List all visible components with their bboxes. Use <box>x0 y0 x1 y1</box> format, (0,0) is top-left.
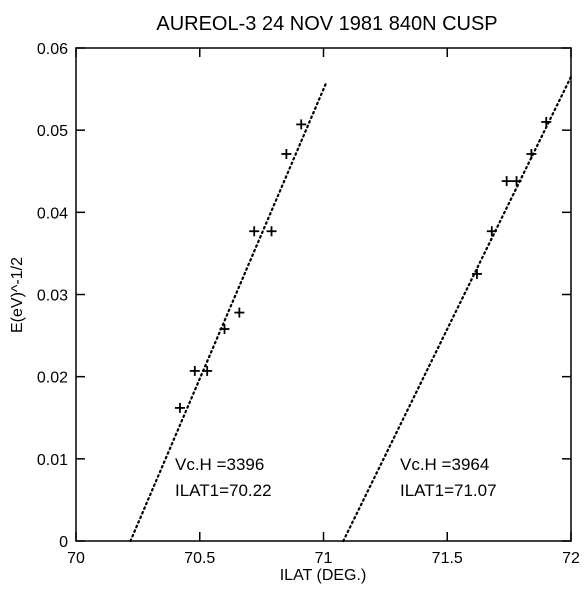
annotation-1-line-1: Vc.H =3396 <box>175 455 264 474</box>
data-point <box>511 176 522 187</box>
y-axis-ticks: 0 0.01 0.02 0.03 0.04 0.05 0.06 <box>37 41 571 551</box>
data-point <box>471 268 482 279</box>
x-tick-label: 72 <box>562 550 580 567</box>
y-axis-label: E(eV)^-1/2 <box>9 257 26 333</box>
data-points <box>174 116 552 413</box>
data-point <box>219 324 230 335</box>
x-axis-ticks: 70 70.5 71 71.5 72 <box>67 48 580 567</box>
chart-title: AUREOL-3 24 NOV 1981 840N CUSP <box>156 13 497 35</box>
x-tick-label: 71.5 <box>432 550 463 567</box>
data-point <box>296 119 307 130</box>
x-tick-label: 71 <box>315 550 333 567</box>
y-tick-label: 0.06 <box>37 41 68 58</box>
data-point <box>281 148 292 159</box>
annotation-1-line-2: ILAT1=70.22 <box>175 481 272 500</box>
data-point <box>526 148 537 159</box>
data-point <box>541 116 552 127</box>
x-tick-label: 70.5 <box>184 550 215 567</box>
plot-frame <box>75 47 572 542</box>
y-tick-label: 0.03 <box>37 288 68 305</box>
fit-line-1 <box>129 82 328 543</box>
y-tick-label: 0 <box>59 534 68 551</box>
data-point <box>501 176 512 187</box>
y-tick-label: 0.01 <box>37 452 68 469</box>
y-tick-label: 0.05 <box>37 123 68 140</box>
annotation-2-line-1: Vc.H =3964 <box>400 455 489 474</box>
data-point <box>486 226 497 237</box>
annotation-2-line-2: ILAT1=71.07 <box>400 481 497 500</box>
data-point <box>189 365 200 376</box>
y-tick-label: 0.04 <box>37 205 68 222</box>
data-point <box>266 226 277 237</box>
x-axis-label: ILAT (DEG.) <box>280 567 367 584</box>
y-tick-label: 0.02 <box>37 370 68 387</box>
data-point <box>202 365 213 376</box>
data-point <box>249 226 260 237</box>
x-tick-label: 70 <box>67 550 85 567</box>
data-point <box>234 307 245 318</box>
data-point <box>174 402 185 413</box>
